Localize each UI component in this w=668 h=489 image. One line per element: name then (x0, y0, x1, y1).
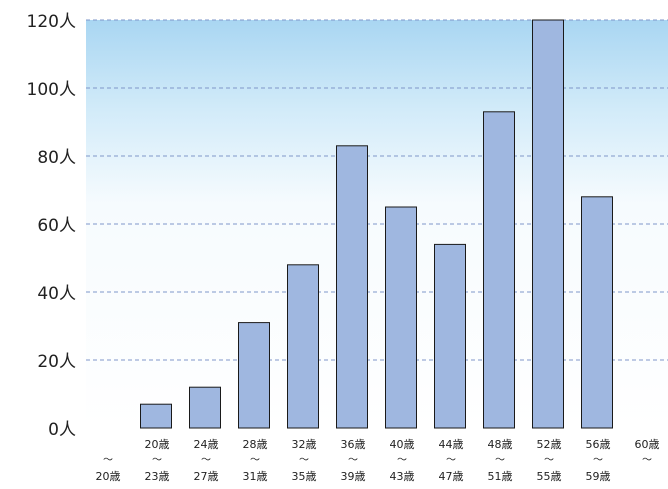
y-tick-label: 120人 (27, 12, 76, 32)
x-tick-label-top: 20歳 (145, 438, 170, 451)
x-tick-label-bottom: 35歳 (292, 470, 317, 483)
x-tick-label-top: 28歳 (243, 438, 268, 451)
x-tick-label-bottom: 31歳 (243, 470, 268, 483)
bar (581, 196, 613, 429)
x-tick-label-bottom: 23歳 (145, 470, 170, 483)
bar (238, 322, 270, 429)
y-tick-label: 20人 (37, 352, 76, 372)
x-tick-label-top: 40歳 (390, 438, 415, 451)
x-tick-label-bottom: 55歳 (537, 470, 562, 483)
x-tick-label-bottom: 43歳 (390, 470, 415, 483)
x-tick-label-top: 36歳 (341, 438, 366, 451)
y-tick-label: 0人 (48, 420, 76, 440)
x-tick-label-bottom: 39歳 (341, 470, 366, 483)
x-tick-label-mid: 〜 (642, 455, 652, 466)
bar (385, 206, 417, 429)
x-tick-label-mid: 〜 (299, 455, 309, 466)
x-tick-label-bottom: 20歳 (96, 470, 121, 483)
x-tick-label-bottom: 47歳 (439, 470, 464, 483)
x-tick-label-top: 60歳 (635, 438, 660, 451)
x-tick-label-mid: 〜 (544, 455, 554, 466)
x-tick-label-mid: 〜 (103, 455, 113, 466)
y-tick-label: 60人 (37, 216, 76, 236)
x-tick-label-top: 48歳 (488, 438, 513, 451)
grid-lines (86, 19, 668, 361)
x-tick-label-mid: 〜 (495, 455, 505, 466)
y-tick-label: 100人 (27, 80, 76, 100)
x-tick-label-top: 32歳 (292, 438, 317, 451)
x-tick-label-mid: 〜 (397, 455, 407, 466)
x-tick-label-mid: 〜 (348, 455, 358, 466)
x-tick-label-bottom: 27歳 (194, 470, 219, 483)
bar (483, 111, 515, 429)
x-tick-label-top: 52歳 (537, 438, 562, 451)
bar (287, 264, 319, 429)
x-tick-label-mid: 〜 (593, 455, 603, 466)
bar (434, 243, 466, 429)
bar (140, 403, 172, 429)
bar (336, 145, 368, 429)
bars (140, 19, 613, 429)
x-tick-label-mid: 〜 (152, 455, 162, 466)
x-tick-label-top: 44歳 (439, 438, 464, 451)
bar (532, 19, 564, 429)
x-tick-label-bottom: 51歳 (488, 470, 513, 483)
y-axis-tick-labels: 0人 20人 40人 60人 80人 100人 120人 (27, 12, 76, 440)
x-tick-label-top: 56歳 (586, 438, 611, 451)
y-tick-label: 80人 (37, 148, 76, 168)
bar (189, 386, 221, 429)
x-axis-tick-labels: 〜20歳20歳〜23歳24歳〜27歳28歳〜31歳32歳〜35歳36歳〜39歳4… (96, 438, 660, 483)
y-tick-label: 40人 (37, 284, 76, 304)
x-tick-label-mid: 〜 (250, 455, 260, 466)
x-tick-label-mid: 〜 (446, 455, 456, 466)
x-tick-label-top: 24歳 (194, 438, 219, 451)
x-tick-label-mid: 〜 (201, 455, 211, 466)
x-tick-label-bottom: 59歳 (586, 470, 611, 483)
